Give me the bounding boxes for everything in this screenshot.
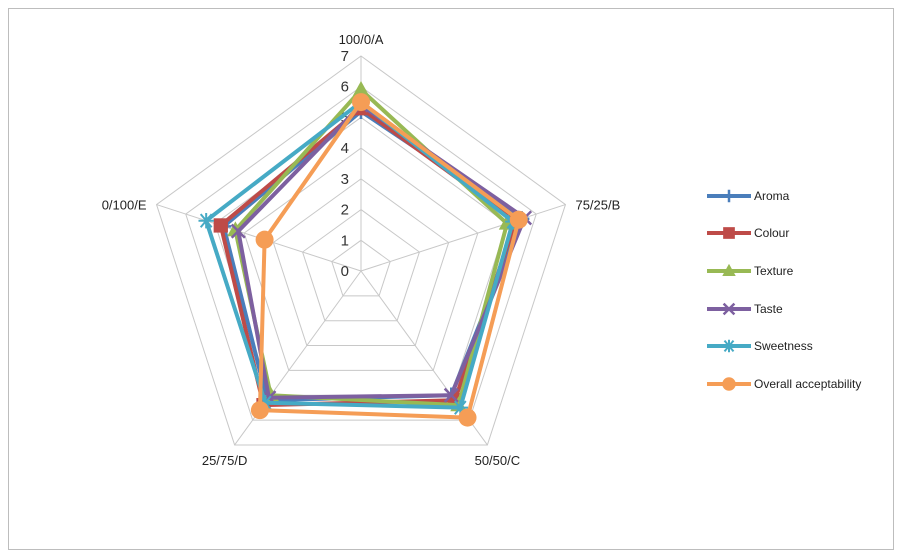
series-line bbox=[257, 100, 521, 420]
series-line bbox=[204, 100, 515, 410]
legend-item: Taste bbox=[707, 290, 897, 328]
legend-label: Sweetness bbox=[754, 339, 813, 354]
legend-label: Aroma bbox=[754, 188, 790, 203]
data-point bbox=[198, 212, 214, 229]
grid-ring bbox=[185, 86, 537, 421]
data-point bbox=[257, 394, 274, 411]
series-overall-acceptability bbox=[250, 93, 528, 427]
series-line bbox=[221, 109, 524, 403]
tick-label: 0 bbox=[341, 263, 349, 280]
radial-axis-ticks: 0 1 2 3 4 5 6 7 bbox=[341, 48, 349, 280]
tick-label: 2 bbox=[341, 202, 349, 219]
legend-item: Overall acceptability bbox=[707, 365, 897, 403]
grid-ring bbox=[155, 55, 567, 446]
tick-label: 6 bbox=[341, 79, 349, 96]
legend-swatch bbox=[707, 189, 751, 203]
series-sweetness bbox=[198, 94, 521, 416]
legend-swatch bbox=[707, 302, 751, 316]
grid-ring bbox=[301, 208, 421, 322]
legend-swatch bbox=[707, 263, 751, 278]
legend-item: Aroma bbox=[707, 177, 897, 215]
category-label: 50/50/C bbox=[475, 453, 521, 468]
legend-label: Overall acceptability bbox=[754, 376, 862, 391]
data-point bbox=[509, 210, 528, 229]
legend-item: Colour bbox=[707, 215, 897, 253]
radar-chart: 0 1 2 3 4 5 6 7 100/0/A 75/25/B 50/50/C 25/75/D 0/1… bbox=[102, 32, 621, 468]
data-point bbox=[255, 230, 274, 249]
grid-spoke bbox=[360, 204, 566, 272]
category-label: 0/100/E bbox=[102, 198, 147, 213]
tick-label: 1 bbox=[341, 232, 349, 249]
category-label: 75/25/B bbox=[575, 198, 620, 213]
data-point bbox=[458, 408, 477, 427]
data-point bbox=[352, 93, 370, 112]
legend-item: Texture bbox=[707, 252, 897, 290]
tick-label: 5 bbox=[341, 109, 349, 126]
legend-label: Texture bbox=[754, 263, 794, 278]
category-label: 100/0/A bbox=[339, 32, 384, 47]
legend-label: Taste bbox=[754, 301, 783, 316]
tick-label: 4 bbox=[341, 140, 349, 157]
data-point bbox=[443, 387, 459, 403]
legend-item: Sweetness bbox=[707, 327, 897, 365]
grid-ring bbox=[243, 147, 479, 371]
legend-swatch bbox=[707, 339, 751, 353]
category-labels: 100/0/A 75/25/B 50/50/C 25/75/D 0/100/E bbox=[102, 32, 621, 468]
data-point bbox=[352, 80, 370, 96]
series-line bbox=[233, 87, 510, 408]
tick-label: 3 bbox=[341, 171, 349, 188]
data-point bbox=[452, 399, 468, 416]
category-label: 25/75/D bbox=[202, 453, 248, 468]
series-group bbox=[198, 80, 533, 427]
legend-swatch bbox=[707, 377, 751, 391]
data-point bbox=[250, 401, 269, 420]
data-point bbox=[213, 218, 228, 233]
data-point bbox=[230, 223, 246, 239]
legend-label: Colour bbox=[754, 226, 790, 241]
legend: Aroma Colour Texture Taste Sweetness Overall … bbox=[707, 177, 897, 403]
series-line bbox=[236, 103, 527, 400]
legend-swatch bbox=[707, 226, 751, 240]
tick-label: 7 bbox=[341, 48, 349, 65]
grid-ring bbox=[331, 239, 391, 297]
grid-ring bbox=[272, 178, 450, 347]
chart-frame: 0 1 2 3 4 5 6 7 100/0/A 75/25/B 50/50/C 25/75/D 0/1… bbox=[8, 8, 894, 550]
